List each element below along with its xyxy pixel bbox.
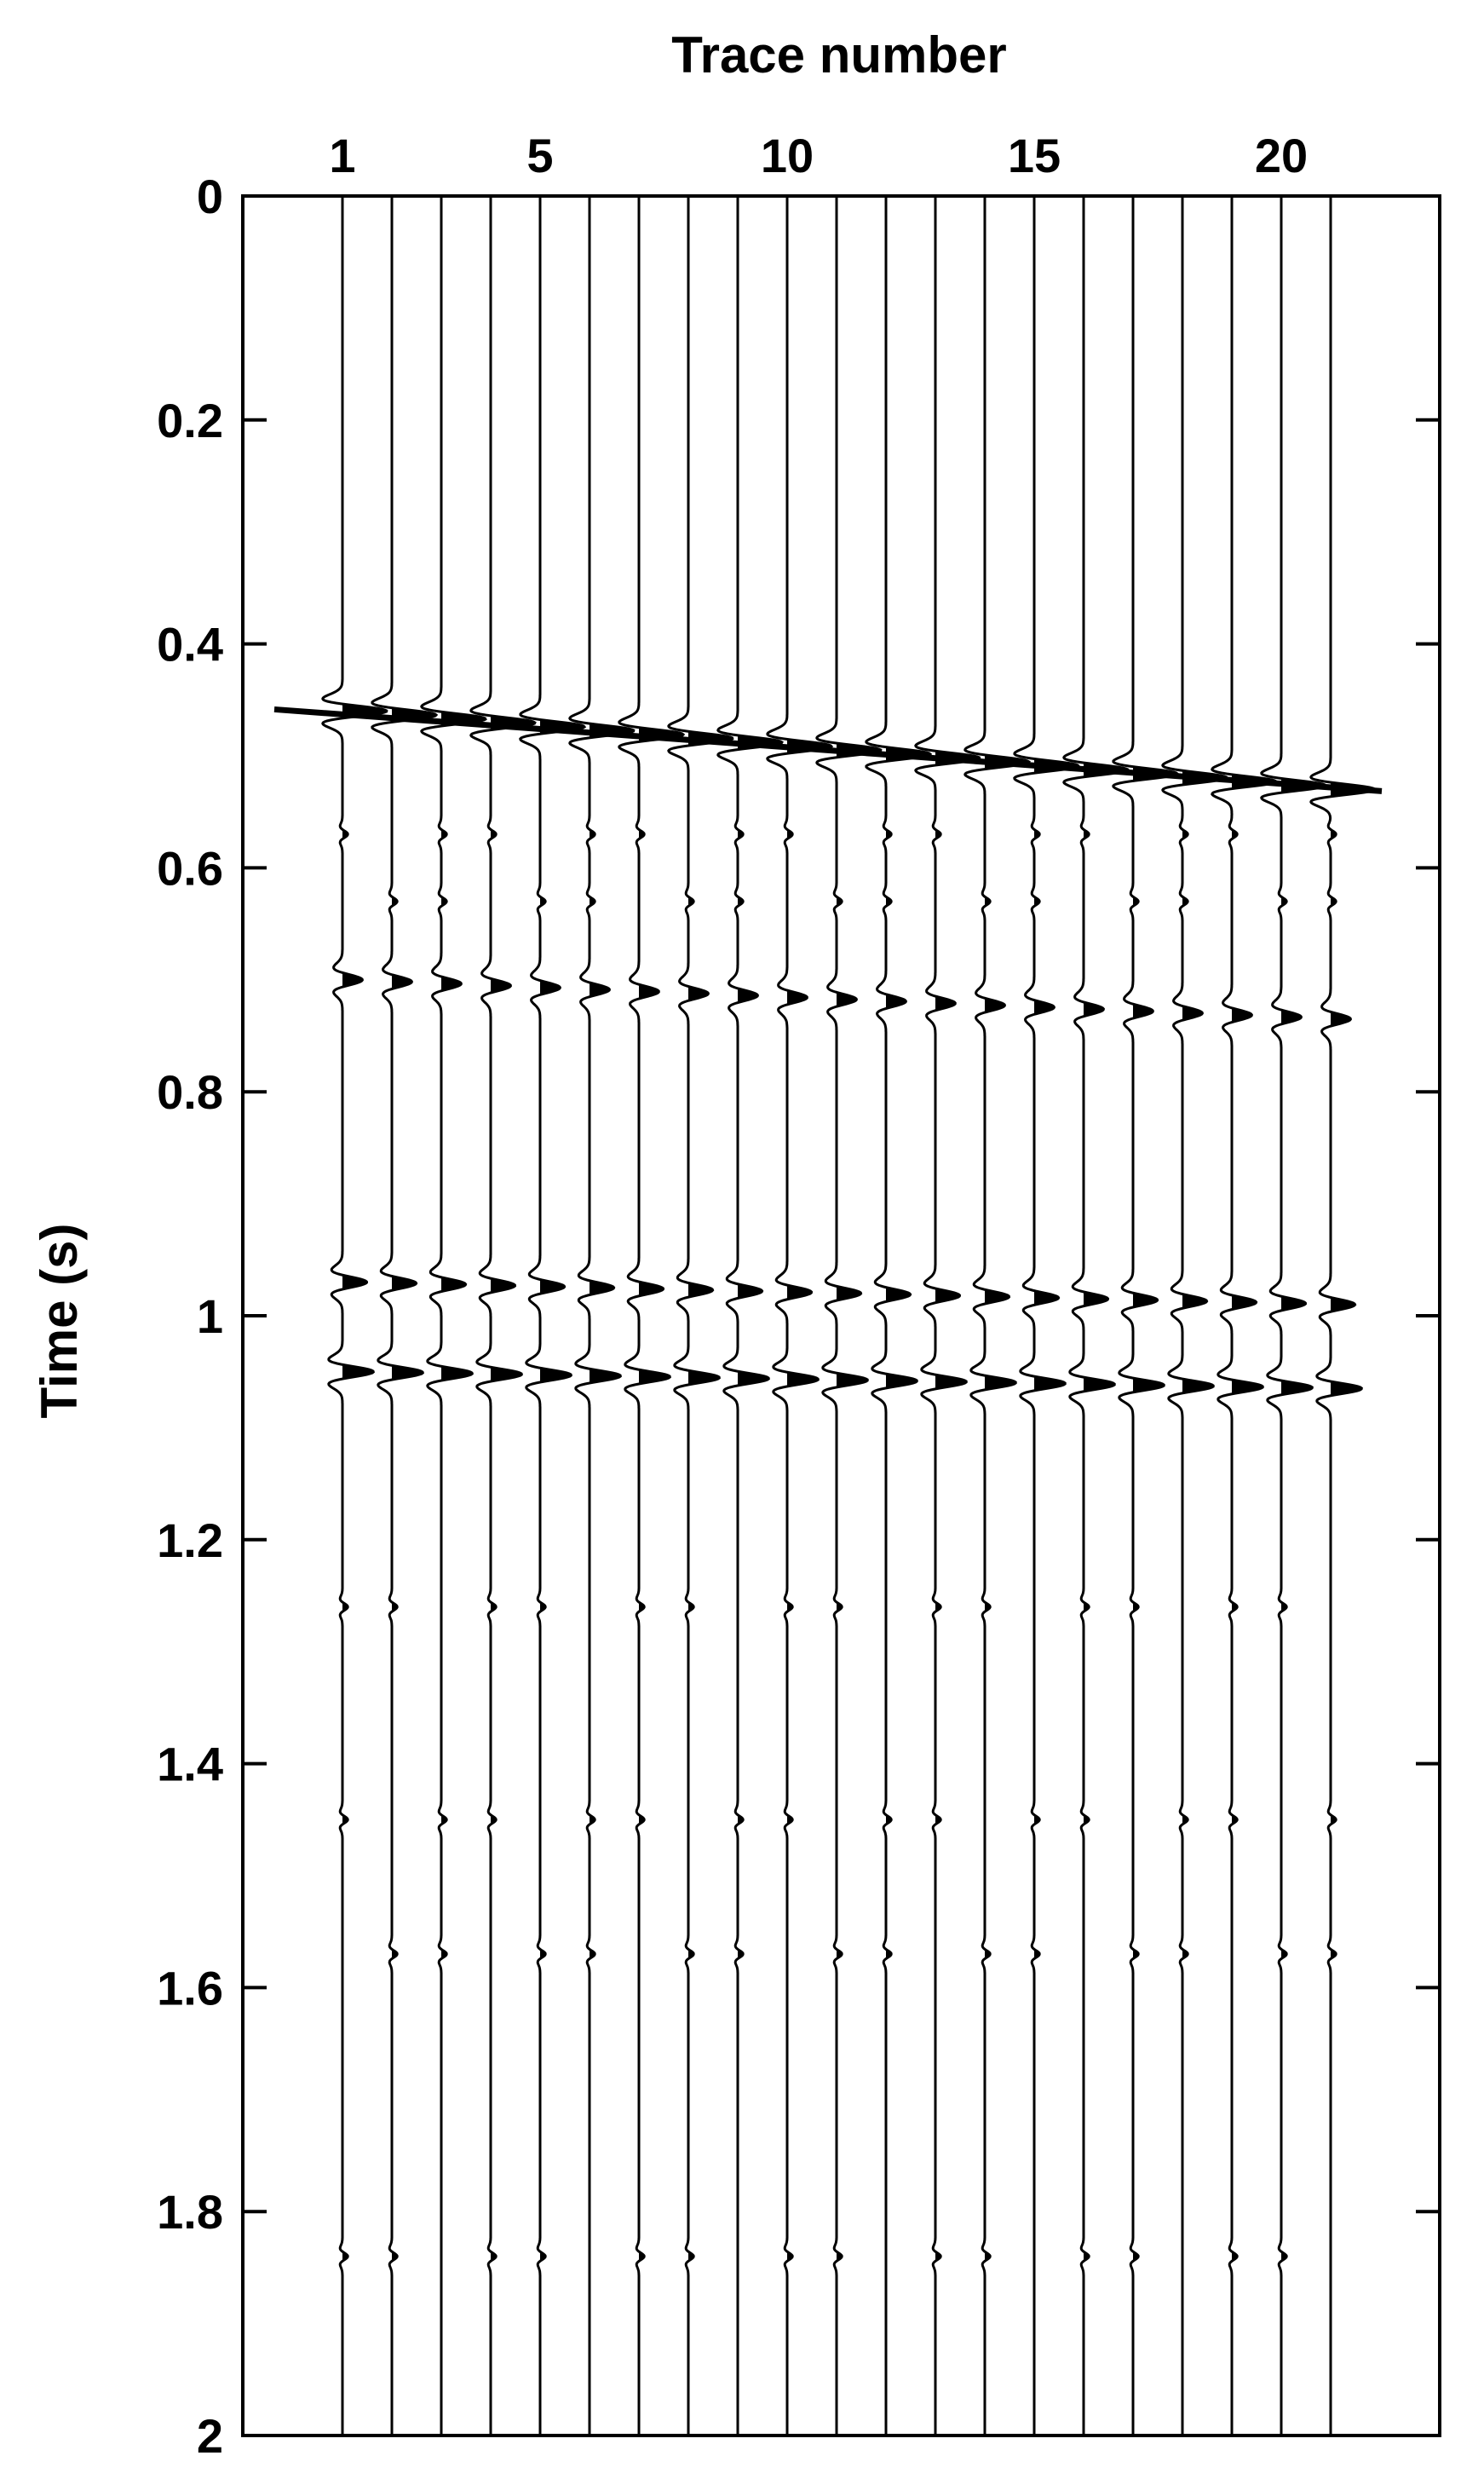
trace-11: [815, 196, 883, 2436]
trace-7: [618, 196, 686, 2436]
y-tick-label: 0: [197, 170, 223, 223]
trace-10: [766, 196, 834, 2436]
trace-fill-1: [342, 196, 387, 2436]
trace-fill-2: [392, 196, 436, 2436]
x-axis-title: Trace number: [671, 26, 1007, 84]
trace-fill-16: [1084, 196, 1128, 2436]
y-tick-label: 0.6: [157, 841, 223, 895]
y-tick-label: 2: [197, 2409, 223, 2463]
trace-14: [963, 196, 1031, 2436]
y-tick-label: 1.2: [157, 1513, 223, 1567]
plot-frame: [241, 194, 1441, 2437]
trace-9: [716, 196, 784, 2436]
trace-fill-5: [540, 196, 584, 2436]
trace-15: [1013, 196, 1081, 2436]
trace-17: [1112, 196, 1180, 2436]
trace-fill-9: [738, 196, 782, 2436]
trace-13: [914, 196, 981, 2436]
y-tick-label: 1.8: [157, 2185, 223, 2239]
y-tick-label: 0.2: [157, 394, 223, 447]
trace-fill-18: [1182, 196, 1227, 2436]
trace-fill-8: [688, 196, 733, 2436]
direct-arrival-line: [273, 706, 1383, 794]
x-tick-label: 1: [329, 129, 355, 182]
trace-18: [1161, 196, 1228, 2436]
y-tick-label: 1.6: [157, 1961, 223, 2015]
trace-20: [1260, 196, 1328, 2436]
trace-fill-6: [590, 196, 634, 2436]
trace-fill-13: [935, 196, 980, 2436]
trace-fill-11: [837, 196, 881, 2436]
trace-16: [1062, 196, 1130, 2436]
trace-group: [273, 196, 1383, 2436]
trace-fill-10: [787, 196, 831, 2436]
y-axis-title: Time (s): [31, 1224, 88, 1419]
trace-fill-4: [491, 196, 535, 2436]
trace-4: [469, 196, 537, 2436]
trace-19: [1211, 196, 1278, 2436]
trace-fill-14: [985, 196, 1029, 2436]
y-tick-label: 1.4: [157, 1738, 223, 1791]
trace-fill-7: [639, 196, 683, 2436]
trace-fill-12: [886, 196, 930, 2436]
x-axis-ticks: 1 5 10 15 20: [329, 129, 1308, 182]
trace-1: [321, 196, 388, 2436]
trace-5: [519, 196, 587, 2436]
x-tick-label: 15: [1008, 129, 1061, 182]
x-tick-label: 20: [1255, 129, 1308, 182]
y-tick-label: 0.8: [157, 1065, 223, 1119]
y-tick-label: 0.4: [157, 618, 223, 672]
trace-21: [1309, 196, 1377, 2436]
trace-2: [371, 196, 439, 2436]
x-tick-label: 10: [761, 129, 814, 182]
trace-8: [667, 196, 734, 2436]
x-tick-label: 5: [526, 129, 553, 182]
trace-6: [568, 196, 636, 2436]
trace-fill-15: [1034, 196, 1078, 2436]
trace-fill-3: [441, 196, 486, 2436]
y-axis-ticks: 0 0.2 0.4 0.6 0.8 1 1.2 1.4 1.6 1.8 2: [157, 170, 1440, 2463]
trace-fill-17: [1133, 196, 1177, 2436]
trace-fill-21: [1331, 196, 1375, 2436]
trace-12: [865, 196, 933, 2436]
y-tick-label: 1: [197, 1289, 223, 1343]
trace-3: [420, 196, 487, 2436]
